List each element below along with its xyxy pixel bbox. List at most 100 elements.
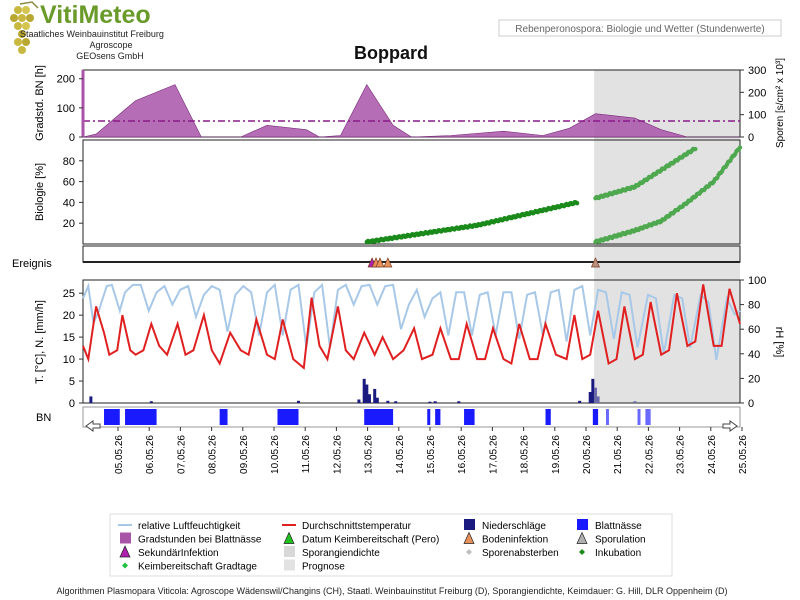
precip-bar bbox=[633, 401, 637, 403]
precip-bar bbox=[593, 387, 597, 403]
y-tick-label: 0 bbox=[69, 398, 75, 410]
y-tick-label-right: 0 bbox=[748, 398, 754, 410]
bn-segment bbox=[435, 409, 441, 425]
precip-bar bbox=[89, 396, 93, 403]
legend-label: Blattnässe bbox=[595, 521, 642, 532]
legend-label: Prognose bbox=[302, 562, 345, 573]
legend-square-icon bbox=[577, 519, 588, 530]
bn-segment bbox=[464, 409, 475, 425]
precip-bar bbox=[367, 394, 371, 403]
panel-biologie-frame bbox=[82, 139, 741, 245]
gradstunden-layer bbox=[81, 70, 740, 138]
y-tick-label: 20 bbox=[63, 310, 75, 322]
legend-label: Datum Keimbereitschaft (Pero) bbox=[302, 535, 439, 546]
x-tick-label: 11.05.26 bbox=[301, 435, 312, 474]
x-tick-label: 06.05.26 bbox=[145, 435, 156, 474]
precip-bar bbox=[357, 399, 361, 403]
x-tick-label: 25.05.26 bbox=[738, 435, 749, 474]
ereignis-label: Ereignis bbox=[12, 258, 52, 270]
x-tick-label: 23.05.26 bbox=[676, 435, 687, 474]
x-tick-label: 19.05.26 bbox=[551, 435, 562, 474]
bn-segment bbox=[545, 409, 551, 425]
y-tick-label: 0 bbox=[69, 132, 75, 144]
subtitle-box bbox=[498, 19, 782, 37]
x-tick-label: 18.05.26 bbox=[520, 435, 531, 474]
x-tick-label: 24.05.26 bbox=[707, 435, 718, 474]
legend-square-icon bbox=[120, 532, 131, 544]
legend-label: Inkubation bbox=[595, 548, 641, 559]
humidity-line bbox=[82, 282, 741, 361]
legend-square-icon bbox=[284, 546, 295, 557]
biologie-point bbox=[693, 146, 698, 152]
y-tick-label: 10 bbox=[63, 354, 75, 366]
institute-line3: GEOsens GmbH bbox=[76, 51, 144, 61]
biologie-point bbox=[737, 145, 743, 150]
y-tick-label-right: 100 bbox=[748, 275, 766, 287]
bn-segment bbox=[277, 409, 299, 425]
rh-ylabel: rH [%] bbox=[773, 327, 785, 358]
ereignis-layer bbox=[83, 257, 740, 268]
legend-label: Gradstunden bei Blattnässe bbox=[138, 535, 262, 546]
x-tick-label: 10.05.26 bbox=[270, 435, 281, 474]
x-tick-label: 17.05.26 bbox=[488, 435, 499, 474]
y-tick-label: 80 bbox=[63, 156, 75, 168]
bn-segment bbox=[592, 409, 599, 425]
precip-bar bbox=[578, 400, 582, 403]
legend-diamond-icon bbox=[466, 549, 472, 555]
subtitle: Rebenperonospora: Biologie und Wetter (S… bbox=[515, 24, 764, 35]
bn-segment bbox=[104, 409, 120, 425]
x-tick-label: 20.05.26 bbox=[582, 435, 593, 474]
bn-segment bbox=[364, 409, 394, 425]
x-tick-label: 05.05.26 bbox=[114, 435, 125, 474]
legend: relative Luftfeuchtigkeit Durchschnittste… bbox=[118, 519, 646, 573]
x-tick-label: 22.05.26 bbox=[644, 435, 655, 474]
y-tick-label: 15 bbox=[63, 332, 75, 344]
arrow-left-icon bbox=[85, 420, 101, 432]
y-tick-label-right: 60 bbox=[748, 324, 760, 336]
legend-triangle-icon bbox=[119, 545, 131, 558]
legend-label: Sporulation bbox=[595, 535, 646, 546]
gradstunden-area bbox=[82, 84, 740, 138]
y-tick-label: 40 bbox=[63, 197, 75, 209]
bn-label: BN bbox=[36, 412, 51, 424]
panel-wetter-frame bbox=[82, 279, 741, 404]
wetter-layer bbox=[82, 282, 741, 403]
biologie-point bbox=[574, 201, 580, 206]
temperature-line bbox=[82, 284, 741, 370]
institute-line2: Agroscope bbox=[89, 40, 132, 50]
x-tick-label: 21.05.26 bbox=[613, 435, 624, 474]
legend-square-icon bbox=[464, 519, 475, 530]
y-tick-label-right: 300 bbox=[748, 65, 766, 77]
precip-bar bbox=[375, 397, 379, 403]
precip-bar bbox=[386, 400, 390, 403]
x-tick-label: 14.05.26 bbox=[395, 435, 406, 474]
y-tick-label-right: 20 bbox=[748, 373, 760, 385]
precip-bar bbox=[365, 384, 369, 403]
institute-line1: Staatliches Weinbauinstitut Freiburg bbox=[20, 29, 164, 39]
x-tick-label: 08.05.26 bbox=[208, 435, 219, 474]
footer-credit: Algorithmen Plasmopara Viticola: Agrosco… bbox=[57, 586, 728, 596]
bn-segment bbox=[645, 409, 651, 425]
precip-bar bbox=[433, 401, 437, 403]
precip-bar bbox=[362, 378, 366, 403]
precip-bar bbox=[394, 401, 398, 403]
legend-label: SekundärInfektion bbox=[138, 548, 219, 559]
legend-label: Keimbereitschaft Gradtage bbox=[138, 562, 257, 573]
legend-label: Sporenabsterben bbox=[482, 548, 559, 559]
scroll-right-button[interactable] bbox=[722, 420, 738, 432]
x-tick-label: 09.05.26 bbox=[239, 435, 250, 474]
x-tick-label: 12.05.26 bbox=[332, 435, 343, 474]
bn-segment bbox=[219, 409, 228, 425]
legend-label: Durchschnittstemperatur bbox=[302, 521, 412, 532]
legend-triangle-icon bbox=[463, 531, 475, 544]
sporen-ylabel: Sporen [s/cm² x 10³] bbox=[775, 58, 786, 148]
axes-layer: 05.05.26 06.05.26 07.05.26 08.05.26 09.05.26… bbox=[57, 65, 767, 474]
gradstunden-ylabel: Gradstd. BN [h] bbox=[34, 65, 46, 141]
scroll-left-button[interactable] bbox=[85, 420, 101, 432]
y-tick-label-right: 80 bbox=[748, 300, 760, 312]
precip-bar bbox=[149, 401, 153, 403]
event-triangle-icon bbox=[590, 257, 600, 268]
precip-bar bbox=[457, 401, 461, 403]
logo-title: VitiMeteo bbox=[40, 1, 151, 29]
